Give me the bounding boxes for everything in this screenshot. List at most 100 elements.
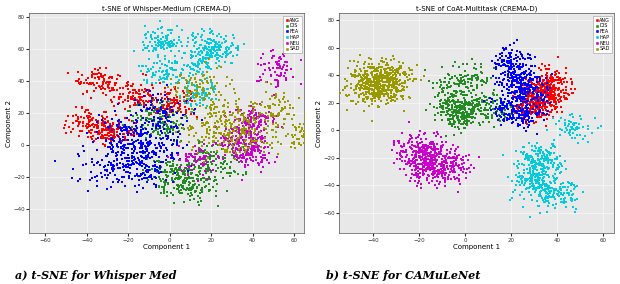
- Point: [282, 64, 292, 69]
- Point: [375, 76, 385, 80]
- Point: [402, 153, 412, 157]
- Point: [179, 95, 189, 99]
- Point: [440, 172, 450, 177]
- Point: [565, 195, 575, 200]
- Point: [464, 107, 474, 112]
- Point: [141, 135, 151, 140]
- Point: [152, 98, 162, 103]
- Point: [185, 172, 195, 176]
- Point: [537, 74, 547, 78]
- Point: [557, 76, 567, 81]
- Point: [198, 81, 208, 85]
- Point: [243, 115, 253, 120]
- Point: [551, 167, 561, 172]
- Point: [182, 185, 192, 190]
- Point: [194, 46, 204, 51]
- Point: [512, 85, 521, 89]
- Point: [202, 127, 212, 131]
- Point: [169, 120, 179, 125]
- Point: [443, 85, 453, 89]
- Point: [190, 36, 200, 40]
- Point: [131, 128, 141, 133]
- Point: [137, 124, 147, 129]
- Point: [184, 175, 194, 179]
- Point: [549, 90, 559, 95]
- Point: [87, 127, 97, 132]
- Point: [206, 85, 216, 89]
- Point: [522, 87, 532, 92]
- Point: [543, 187, 553, 192]
- Point: [341, 93, 351, 97]
- Point: [525, 182, 535, 186]
- Point: [205, 106, 215, 110]
- Point: [211, 93, 221, 97]
- Point: [344, 93, 354, 97]
- Point: [237, 178, 247, 182]
- Point: [123, 132, 133, 136]
- Point: [463, 166, 472, 171]
- Point: [519, 96, 529, 100]
- Point: [269, 117, 279, 122]
- Point: [216, 48, 226, 53]
- Point: [363, 86, 373, 91]
- Point: [546, 100, 556, 105]
- Point: [383, 101, 392, 105]
- Point: [202, 184, 211, 188]
- Point: [436, 164, 446, 169]
- Point: [440, 98, 450, 102]
- Point: [149, 105, 159, 109]
- Point: [190, 41, 200, 45]
- Point: [205, 115, 215, 120]
- Point: [542, 74, 552, 78]
- Point: [395, 153, 405, 157]
- Point: [461, 170, 471, 175]
- Point: [188, 72, 198, 77]
- Point: [466, 81, 476, 85]
- Point: [159, 143, 169, 147]
- Point: [355, 52, 365, 57]
- Point: [515, 85, 525, 89]
- Point: [208, 185, 218, 189]
- Point: [112, 144, 122, 148]
- Point: [228, 127, 238, 132]
- Point: [429, 105, 439, 109]
- Point: [565, 130, 575, 135]
- Point: [105, 75, 115, 80]
- Point: [554, 189, 564, 194]
- Point: [120, 116, 130, 120]
- Point: [528, 87, 538, 91]
- Point: [572, 197, 582, 201]
- Point: [172, 143, 182, 147]
- Point: [499, 85, 509, 89]
- Point: [203, 111, 213, 116]
- Point: [75, 81, 85, 86]
- Point: [188, 183, 198, 187]
- Point: [436, 149, 446, 153]
- Point: [238, 113, 248, 118]
- Point: [543, 199, 553, 203]
- Point: [450, 99, 459, 104]
- Point: [198, 46, 208, 51]
- Point: [249, 122, 259, 126]
- Point: [520, 115, 529, 119]
- Point: [226, 44, 236, 49]
- Point: [546, 151, 556, 155]
- Point: [131, 124, 141, 128]
- Point: [158, 143, 168, 147]
- Point: [184, 81, 194, 85]
- Point: [170, 122, 180, 127]
- Point: [515, 74, 525, 79]
- Point: [156, 106, 166, 111]
- Point: [402, 85, 412, 89]
- Point: [430, 112, 440, 117]
- Point: [546, 87, 556, 91]
- Point: [529, 110, 539, 115]
- Point: [208, 167, 218, 172]
- Point: [234, 136, 244, 140]
- Point: [446, 167, 456, 171]
- Point: [534, 176, 544, 181]
- Point: [114, 120, 124, 125]
- Point: [523, 95, 533, 100]
- Point: [518, 204, 528, 209]
- Point: [510, 91, 520, 95]
